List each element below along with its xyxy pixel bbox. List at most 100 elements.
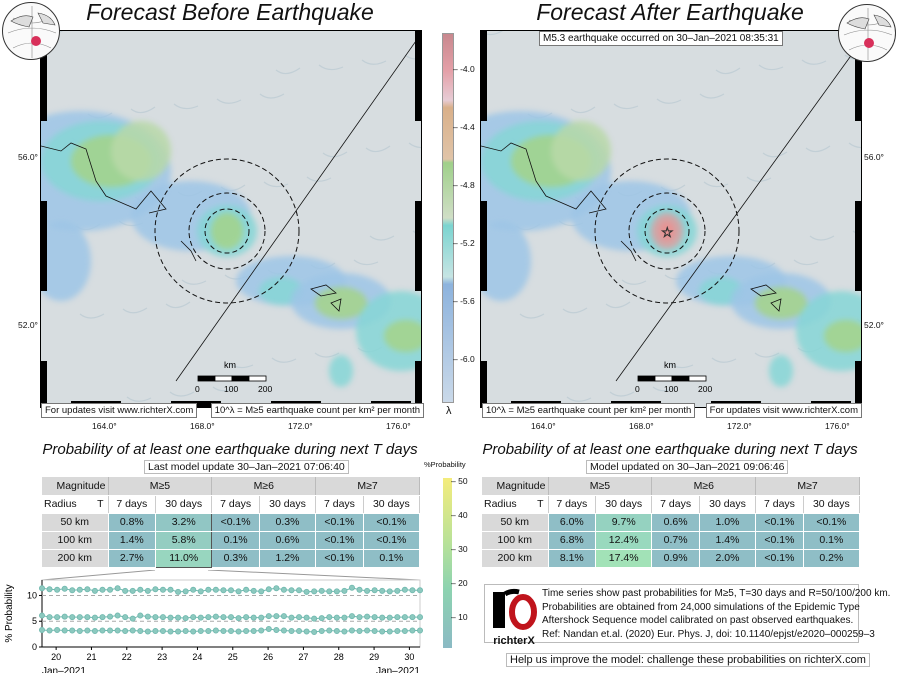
magnitude-header: M≥5 [108, 477, 213, 496]
data-point [190, 628, 197, 635]
data-point [401, 628, 408, 635]
data-point [243, 628, 250, 635]
seafloor-texture [275, 67, 301, 75]
seafloor-texture [852, 230, 861, 236]
data-point [364, 627, 371, 634]
y-axis-label: % Probability [4, 584, 15, 642]
data-point [69, 587, 76, 594]
scale-tick-label: 0 [635, 384, 640, 394]
scale-tick-label: 100 [224, 384, 238, 394]
data-point [46, 614, 53, 621]
data-point [416, 614, 423, 621]
prob-tick: – 40 [451, 510, 468, 520]
intensity-blob [551, 121, 611, 181]
seafloor-texture [703, 181, 729, 188]
scale-tick-label: 200 [258, 384, 272, 394]
island-outline [310, 284, 342, 312]
period-header: 7 days [651, 495, 700, 514]
data-point [182, 615, 189, 622]
data-point [152, 586, 159, 593]
data-point [159, 628, 166, 635]
period-header: 7 days [755, 495, 804, 514]
probability-cell: <0.1% [363, 513, 421, 532]
magnitude-header: M≥5 [548, 477, 653, 496]
left-table-title: Probability of at least one earthquake d… [42, 441, 418, 458]
probability-cell: 0.3% [259, 513, 317, 532]
frame-tick [855, 31, 861, 121]
data-point [250, 628, 257, 635]
right-forecast-map[interactable]: ☆ km 0 100 200 [480, 30, 862, 408]
frame-tick [41, 31, 47, 121]
lon-label: 172.0° [727, 421, 752, 431]
intensity-blob [384, 320, 421, 352]
data-point [197, 588, 204, 595]
frame-tick [855, 361, 861, 407]
data-point [227, 614, 234, 621]
data-point [265, 613, 272, 620]
lambda-tick: – -5.6 [453, 296, 475, 306]
seafloor-texture [173, 103, 199, 110]
data-point [114, 627, 121, 634]
scale-bar-segment [637, 375, 656, 382]
lon-label: 168.0° [190, 421, 215, 431]
data-point [356, 628, 363, 635]
data-point [175, 588, 182, 595]
frame-tick [855, 201, 861, 291]
right-footer-updates[interactable]: For updates visit www.richterX.com [705, 403, 862, 418]
data-point [167, 614, 174, 621]
radius-circle [154, 158, 300, 304]
probability-cell: 1.4% [108, 531, 157, 550]
period-header: 30 days [699, 495, 757, 514]
data-point [220, 628, 227, 635]
period-header: 30 days [155, 495, 213, 514]
magnitude-header: M≥6 [651, 477, 757, 496]
intensity-blob [329, 355, 353, 387]
intensity-blob [659, 221, 675, 241]
data-point [311, 588, 318, 595]
y-tick-label: 0 [32, 642, 37, 652]
data-point [220, 587, 227, 594]
coastline [620, 240, 637, 262]
data-point [175, 628, 182, 635]
seafloor-texture [848, 142, 861, 149]
info-line: Probabilities are obtained from 24,000 s… [542, 601, 860, 613]
data-point [197, 628, 204, 635]
data-point [250, 614, 257, 621]
data-point [341, 628, 348, 635]
seafloor-texture [758, 64, 784, 71]
seafloor-texture [122, 307, 148, 314]
scale-tick-label: 200 [698, 384, 712, 394]
left-probability-table: Magnitude M≥5 M≥6 M≥7 Radius T 7 days 30 days 7 … [42, 477, 421, 568]
lon-label: 168.0° [629, 421, 654, 431]
left-update-label: Last model update 30–Jan–2021 07:06:40 [144, 460, 349, 474]
data-point [212, 613, 219, 620]
scale-bar-segment [214, 375, 233, 382]
probability-cell: <0.1% [315, 531, 364, 550]
probability-cell: 8.1% [548, 549, 597, 568]
data-point [416, 627, 423, 634]
lat-label: 52.0° [864, 320, 884, 330]
seafloor-texture [212, 385, 238, 392]
radius-circle [594, 158, 740, 304]
table-row: 100 km 1.4% 5.8% 0.1% 0.6% <0.1% <0.1% [42, 531, 421, 550]
data-point [333, 614, 340, 621]
data-point [318, 628, 325, 635]
lambda-colorbar [442, 33, 454, 403]
help-link[interactable]: Help us improve the model: challenge the… [506, 653, 870, 667]
lat-label: 56.0° [864, 152, 884, 162]
data-point [258, 627, 265, 634]
lon-label: 176.0° [386, 421, 411, 431]
data-point [371, 587, 378, 594]
right-probability-table: Magnitude M≥5 M≥6 M≥7 Radius T 7 days 30 days 7 … [482, 477, 861, 568]
data-point [61, 627, 68, 634]
right-map-title: Forecast After Earthquake [536, 0, 804, 25]
coastline [41, 142, 167, 214]
data-point [212, 627, 219, 634]
radius-circle [628, 192, 706, 270]
data-point [356, 614, 363, 621]
left-forecast-map[interactable]: km 0 100 200 [40, 30, 422, 408]
left-footer-updates[interactable]: For updates visit www.richterX.com [41, 403, 198, 418]
intensity-blob [481, 221, 531, 301]
x-tick-label: 25 [228, 652, 238, 662]
corner-magnitude: Magnitude [42, 477, 109, 496]
